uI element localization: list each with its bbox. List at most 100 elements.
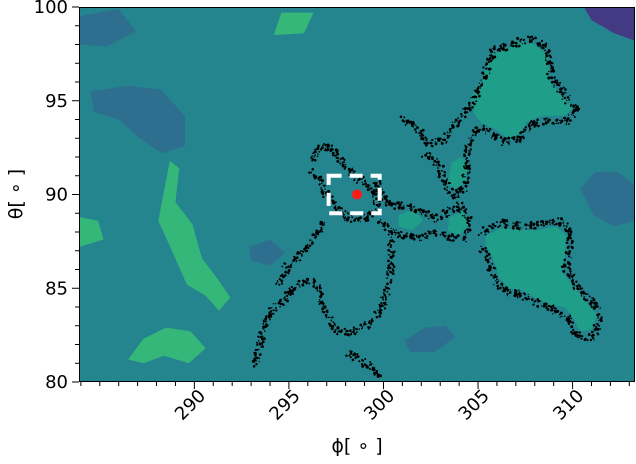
scatter-point — [344, 163, 347, 166]
scatter-point — [331, 199, 335, 203]
scatter-point — [346, 212, 349, 214]
scatter-point — [566, 266, 569, 269]
scatter-point — [598, 313, 601, 316]
scatter-point — [315, 230, 319, 234]
scatter-point — [517, 44, 521, 48]
scatter-point — [382, 291, 385, 294]
scatter-point — [310, 157, 312, 159]
scatter-point — [460, 201, 464, 205]
scatter-point — [375, 315, 379, 319]
scatter-point — [382, 225, 385, 228]
scatter-point — [578, 331, 582, 334]
scatter-point — [570, 239, 574, 243]
scatter-point — [334, 205, 337, 207]
scatter-point — [501, 285, 504, 287]
scatter-point — [556, 118, 559, 121]
scatter-point — [424, 213, 427, 216]
scatter-point — [305, 249, 309, 253]
scatter-point — [536, 304, 540, 308]
scatter-point — [445, 141, 448, 144]
scatter-point — [491, 262, 494, 265]
scatter-point — [506, 292, 509, 296]
scatter-point — [399, 115, 403, 119]
scatter-point — [482, 77, 485, 79]
scatter-point — [529, 127, 532, 130]
scatter-point — [455, 201, 459, 204]
scatter-point — [468, 150, 470, 152]
scatter-point — [349, 355, 352, 359]
scatter-point — [570, 325, 574, 329]
scatter-point — [262, 325, 266, 329]
scatter-point — [407, 119, 410, 121]
scatter-point — [458, 189, 461, 192]
scatter-point — [258, 330, 262, 334]
scatter-point — [374, 312, 377, 315]
scatter-point — [310, 171, 313, 174]
scatter-point — [568, 262, 572, 266]
scatter-point — [354, 333, 357, 336]
scatter-point — [466, 221, 469, 224]
scatter-point — [431, 138, 434, 142]
scatter-point — [433, 229, 436, 232]
scatter-point — [405, 121, 409, 125]
scatter-point — [490, 273, 493, 277]
scatter-point — [599, 307, 601, 309]
scatter-point — [318, 290, 320, 292]
scatter-point — [469, 167, 471, 169]
scatter-point — [382, 191, 385, 194]
scatter-point — [574, 333, 577, 336]
scatter-point — [459, 185, 463, 189]
scatter-point — [494, 52, 496, 54]
scatter-point — [464, 161, 468, 165]
scatter-point — [515, 290, 518, 293]
region-green-patch-left — [158, 160, 231, 311]
scatter-point — [346, 333, 350, 337]
scatter-point — [355, 353, 359, 356]
region-dark-patch-top-right — [583, 7, 635, 41]
scatter-point — [353, 179, 355, 182]
scatter-point — [290, 264, 293, 267]
scatter-point — [386, 224, 390, 228]
scatter-point — [544, 121, 548, 125]
scatter-point — [423, 141, 427, 145]
scatter-point — [435, 213, 438, 217]
scatter-point — [464, 175, 466, 178]
scatter-point — [261, 340, 265, 344]
scatter-point — [561, 98, 564, 100]
scatter-point — [363, 322, 366, 326]
scatter-point — [497, 280, 500, 282]
scatter-point — [539, 220, 542, 223]
scatter-point — [392, 228, 395, 230]
scatter-point — [276, 279, 279, 282]
scatter-point — [458, 121, 460, 124]
scatter-point — [379, 307, 381, 310]
scatter-point — [484, 133, 487, 135]
scatter-point — [287, 290, 290, 294]
scatter-point — [481, 82, 483, 84]
scatter-point — [420, 213, 423, 215]
scatter-point — [573, 284, 576, 287]
scatter-point — [549, 309, 552, 312]
scatter-point — [484, 250, 487, 253]
scatter-point — [317, 153, 319, 155]
scatter-point — [528, 40, 532, 44]
scatter-point — [490, 265, 492, 268]
scatter-point — [344, 217, 347, 219]
scatter-point — [323, 305, 327, 309]
scatter-point — [500, 144, 503, 146]
scatter-point — [313, 150, 317, 154]
scatter-point — [463, 231, 466, 234]
scatter-point — [566, 252, 570, 256]
scatter-point — [374, 184, 377, 188]
scatter-point — [327, 316, 330, 319]
scatter-point — [324, 148, 327, 150]
scatter-point — [524, 42, 527, 45]
scatter-point — [454, 193, 457, 196]
scatter-point — [465, 240, 467, 243]
scatter-point — [369, 187, 372, 190]
scatter-point — [352, 172, 354, 174]
scatter-point — [528, 297, 530, 300]
scatter-point — [386, 304, 388, 306]
scatter-point — [527, 224, 529, 226]
scatter-point — [571, 278, 573, 280]
